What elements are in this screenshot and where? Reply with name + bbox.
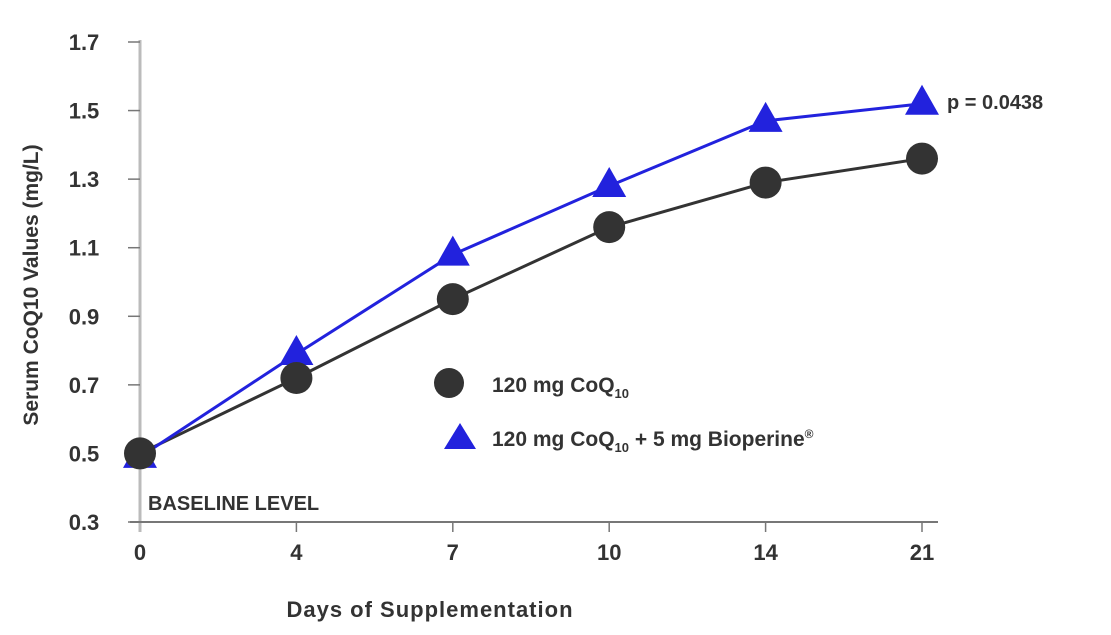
- x-tick-label: 4: [290, 540, 303, 565]
- x-tick-label: 10: [597, 540, 621, 565]
- y-tick-label: 0.3: [69, 510, 100, 535]
- legend-label-2: 120 mg CoQ10 + 5 mg Bioperine®: [492, 427, 814, 455]
- series-line-2: [139, 102, 923, 459]
- x-tick-label: 14: [753, 540, 778, 565]
- series-line-1: [139, 157, 923, 455]
- data-point-triangle: [592, 167, 627, 197]
- x-tick-label: 7: [447, 540, 459, 565]
- legend-label-1: 120 mg CoQ10: [492, 374, 629, 401]
- x-tick-label: 0: [134, 540, 146, 565]
- baseline-annotation: BASELINE LEVEL: [148, 493, 319, 515]
- series-lines: [139, 102, 923, 459]
- legend: 120 mg CoQ10 120 mg CoQ10 + 5 mg Bioperi…: [434, 368, 814, 455]
- legend-marker-triangle: [444, 423, 476, 449]
- y-axis-label: Serum CoQ10 Values (mg/L): [20, 144, 43, 425]
- p-value-annotation: p = 0.0438: [947, 92, 1043, 114]
- y-tick-label: 0.7: [69, 373, 100, 398]
- data-point-circle: [436, 283, 469, 316]
- y-tick-label: 1.7: [69, 30, 100, 55]
- data-point-triangle: [905, 84, 939, 115]
- y-tick-label: 1.5: [69, 99, 100, 124]
- legend-marker-circle: [434, 368, 464, 398]
- data-point-circle: [906, 142, 938, 175]
- data-point-circle: [124, 437, 156, 470]
- data-point-triangle: [748, 101, 783, 132]
- x-tick-label: 21: [910, 540, 934, 565]
- data-point-circle: [280, 362, 313, 394]
- data-point-circle: [593, 211, 626, 244]
- data-point-circle: [749, 166, 782, 199]
- axes: 0.3 0.5 0.7 0.9 1.1 1.3 1.5 1.7 0 4 7 10 14 21: [69, 30, 938, 565]
- y-tick-label: 0.5: [69, 441, 100, 466]
- y-tick-label: 1.1: [69, 236, 100, 261]
- series-markers: [123, 84, 939, 470]
- data-point-triangle: [279, 335, 314, 365]
- data-point-triangle: [435, 235, 470, 266]
- y-tick-label: 0.9: [69, 304, 100, 329]
- x-axis-label: Days of Supplementation: [286, 597, 573, 622]
- y-tick-label: 1.3: [69, 167, 100, 192]
